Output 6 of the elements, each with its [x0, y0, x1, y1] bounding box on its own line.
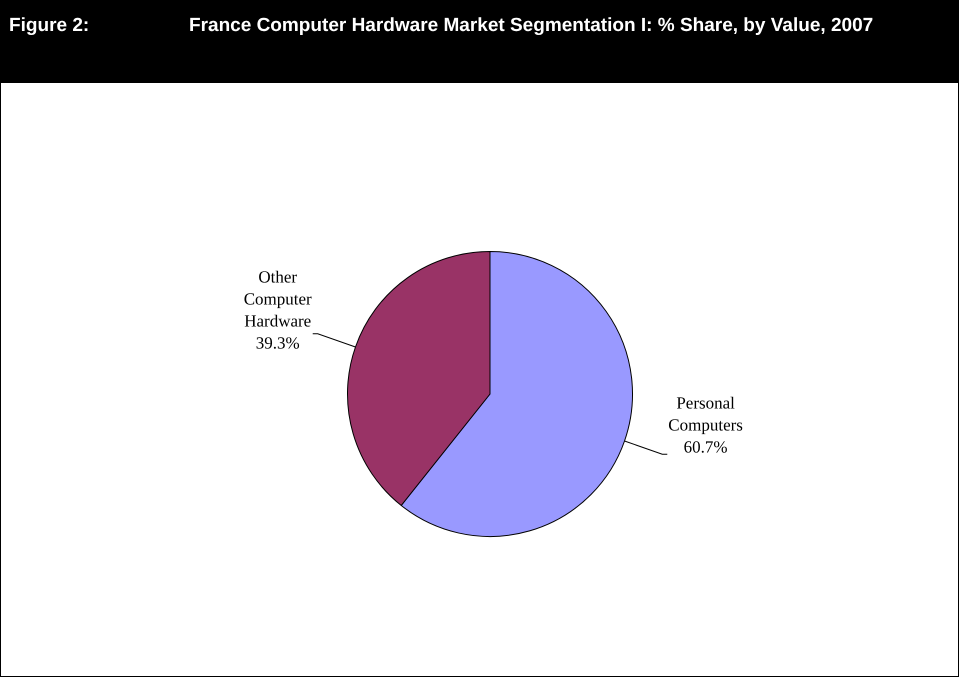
data-label: 60.7%	[684, 438, 728, 457]
chart-title: France Computer Hardware Market Segmentation I: % Share, by Value, 2007	[189, 14, 874, 38]
slice-label: Personal Computers	[668, 394, 743, 435]
slice-label: Other Computer Hardware	[244, 267, 312, 330]
caption: Figure 2:	[9, 14, 90, 38]
data-label: 39.3%	[256, 333, 300, 352]
